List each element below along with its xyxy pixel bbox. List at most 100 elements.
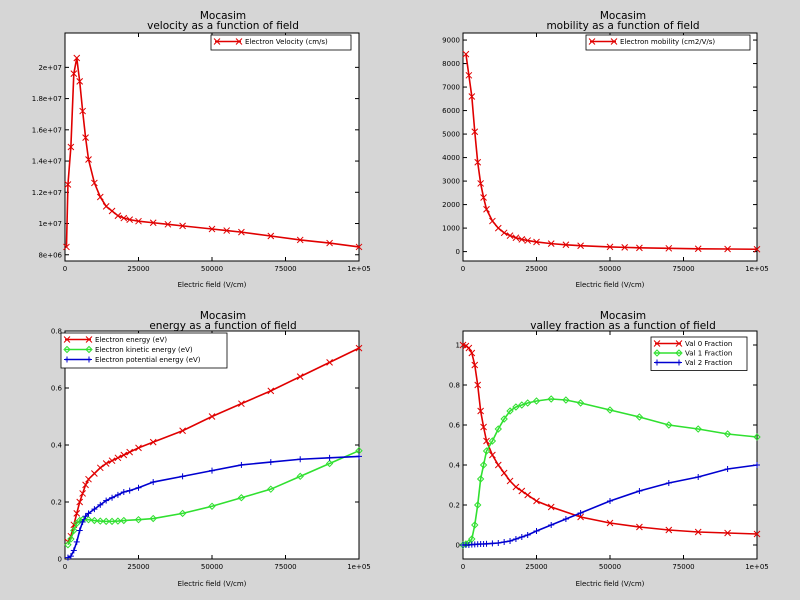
x-tick-label: 0 [461, 265, 465, 273]
data-point [178, 509, 187, 518]
data-point [120, 214, 128, 222]
data-point [208, 225, 216, 233]
data-point [483, 437, 490, 445]
data-point [149, 514, 157, 523]
x-axis-label: Electric field (V/cm) [576, 580, 645, 588]
data-point [518, 487, 526, 495]
data-point [665, 421, 673, 429]
data-point [120, 516, 128, 525]
data-point [636, 244, 643, 252]
data-point [64, 554, 71, 561]
data-point [114, 454, 122, 462]
data-point [665, 480, 672, 486]
data-point [724, 245, 731, 253]
series-line-1 [67, 347, 360, 543]
data-point [76, 78, 84, 85]
legend-label: Electron Velocity (cm/s) [245, 38, 328, 46]
y-tick-label: 1.4e+07 [32, 158, 62, 166]
data-point [606, 519, 614, 527]
data-point [500, 469, 508, 477]
data-point [695, 474, 702, 480]
legend-marker [653, 349, 661, 357]
data-point [90, 516, 99, 525]
data-point [79, 518, 86, 525]
data-point [135, 484, 142, 491]
data-point [75, 516, 84, 525]
data-point [465, 344, 473, 352]
data-point [694, 245, 702, 253]
data-point [471, 361, 479, 369]
data-point [179, 222, 186, 230]
data-point [533, 497, 540, 505]
x-tick-label: 1e+05 [347, 563, 371, 571]
y-tick-label: 2000 [442, 201, 460, 209]
data-point [208, 502, 216, 510]
plot-area [64, 32, 360, 262]
y-tick-label: 0 [58, 556, 62, 564]
legend-label: Val 0 Fraction [685, 340, 732, 348]
data-point [512, 403, 520, 411]
data-point [67, 535, 75, 543]
data-point [754, 462, 760, 468]
data-point [120, 451, 128, 459]
data-point [135, 217, 142, 225]
data-point [114, 491, 121, 498]
data-point [126, 448, 134, 456]
legend-marker [86, 356, 92, 363]
data-point [577, 242, 584, 250]
data-point [70, 526, 78, 535]
x-tick-label: 50000 [201, 265, 223, 273]
data-point [326, 239, 333, 247]
data-point [507, 538, 514, 544]
data-point [63, 243, 70, 251]
legend-label: Val 1 Fraction [685, 350, 732, 358]
data-point [108, 457, 116, 465]
y-tick-label: 0.4 [51, 442, 63, 450]
y-tick-label: 6000 [442, 107, 460, 115]
series-line-2 [462, 398, 758, 546]
y-tick-label: 1000 [442, 225, 460, 233]
data-point [237, 494, 246, 502]
data-point [512, 536, 519, 542]
data-point [462, 50, 470, 58]
data-point [547, 503, 555, 511]
data-point [489, 217, 496, 225]
data-point [474, 158, 482, 166]
data-point [524, 491, 532, 499]
data-point [238, 400, 245, 408]
chart-title: Mocasim [600, 310, 646, 322]
data-point [524, 237, 532, 244]
data-point [179, 473, 186, 480]
data-point [108, 207, 116, 215]
y-tick-label: 0.6 [51, 385, 63, 393]
data-point [547, 240, 555, 247]
data-point [500, 229, 508, 237]
data-point [723, 430, 732, 438]
data-point [91, 506, 98, 513]
data-point [85, 475, 92, 483]
data-point [84, 515, 93, 524]
data-point [621, 244, 629, 251]
legend-box [210, 34, 352, 51]
data-point [356, 453, 362, 460]
data-point [296, 472, 304, 481]
legend-marker [85, 345, 93, 354]
y-tick-label: 7000 [442, 84, 460, 92]
data-point [753, 245, 761, 253]
x-tick-label: 25000 [127, 563, 149, 571]
x-tick-label: 50000 [201, 563, 223, 571]
data-point [506, 232, 514, 239]
data-point [489, 540, 496, 547]
data-point [267, 485, 275, 493]
data-point [85, 156, 92, 163]
data-point [495, 540, 502, 546]
x-tick-label: 1e+05 [745, 265, 769, 273]
data-point [114, 517, 122, 525]
data-point [82, 481, 89, 489]
data-point [209, 467, 215, 474]
data-point [576, 399, 585, 407]
data-point [532, 397, 541, 405]
x-tick-label: 25000 [127, 265, 149, 273]
